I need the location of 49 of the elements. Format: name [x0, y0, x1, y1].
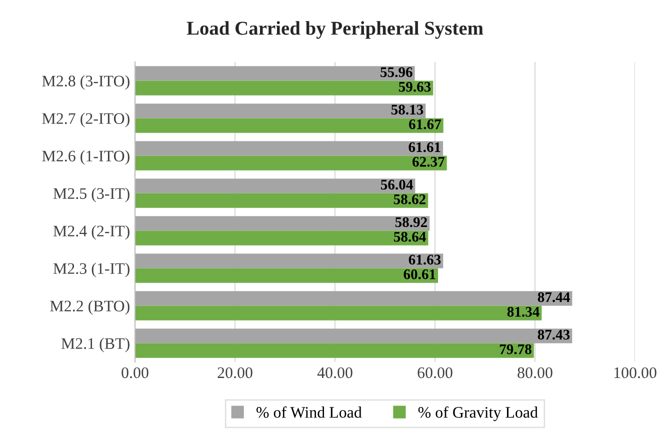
data-label: 56.04 [380, 180, 413, 190]
bar [135, 66, 415, 81]
data-label: 58.64 [394, 232, 426, 242]
bar [135, 230, 428, 246]
x-tick-label: 60.00 [418, 367, 452, 378]
data-label: 81.34 [507, 306, 540, 317]
data-label: 59.63 [398, 82, 431, 92]
data-label: 58.62 [394, 194, 426, 204]
x-tick-label: 0.00 [122, 367, 148, 378]
x-tick-label: 80.00 [518, 367, 552, 378]
y-tick-label: M2.3 (1-IT) [53, 262, 130, 278]
data-label: 60.61 [404, 269, 436, 280]
x-tick-label: 40.00 [317, 367, 352, 378]
data-label: 87.44 [538, 292, 570, 302]
bar [135, 80, 434, 96]
bar [135, 254, 444, 268]
legend-label: % of Wind Load [256, 406, 362, 418]
bar [135, 306, 542, 320]
bar [135, 268, 438, 283]
data-label: 79.78 [500, 344, 532, 354]
data-label: 61.61 [408, 142, 440, 152]
bar [135, 118, 444, 133]
legend-label: % of Gravity Load [418, 406, 538, 422]
y-tick-label: M2.8 (3-ITO) [42, 75, 130, 90]
bar [135, 156, 447, 170]
data-label: 61.63 [408, 254, 441, 265]
bar [135, 193, 428, 208]
y-tick-label: M2.1 (BT) [61, 338, 130, 352]
data-label: 61.67 [409, 119, 441, 130]
data-label: 58.92 [395, 217, 427, 228]
y-tick-label: M2.5 (3-IT) [53, 188, 130, 202]
bar [135, 178, 416, 194]
x-tick-label: 20.00 [218, 367, 252, 378]
bar [135, 328, 572, 344]
x-tick-label: 100.00 [614, 367, 656, 378]
bar [135, 216, 430, 231]
data-label: 87.43 [538, 330, 570, 340]
data-label: 55.96 [380, 67, 412, 78]
bar [135, 141, 444, 156]
bar [135, 343, 534, 358]
data-label: 58.13 [391, 104, 424, 115]
chart-title: Load Carried by Peripheral System [186, 21, 484, 39]
bar [135, 104, 426, 118]
bar [135, 291, 572, 306]
data-label: 62.37 [412, 156, 444, 167]
y-tick-label: M2.2 (BTO) [50, 300, 130, 315]
y-tick-label: M2.7 (2-ITO) [42, 112, 130, 128]
y-tick-label: M2.4 (2-IT) [53, 225, 130, 240]
y-tick-label: M2.6 (1-ITO) [42, 150, 130, 165]
